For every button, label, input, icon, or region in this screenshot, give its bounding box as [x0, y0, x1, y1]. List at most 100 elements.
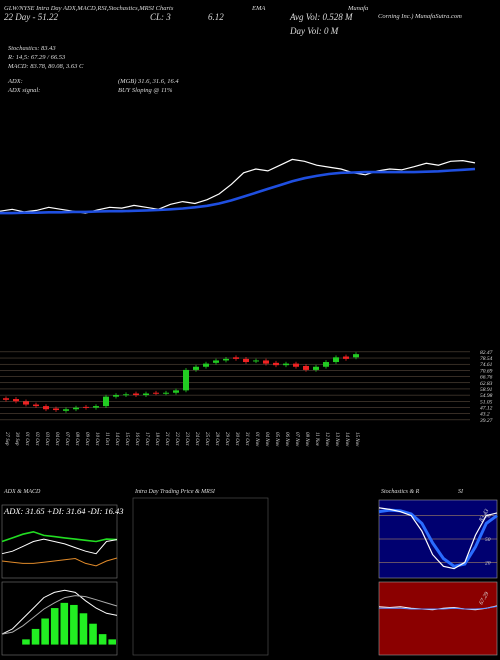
series-line	[1, 557, 118, 567]
x-tick-label: 24 Oct	[194, 432, 199, 446]
candle-body	[233, 357, 239, 359]
candle-body	[73, 407, 79, 410]
x-tick-label: 04 Nov	[264, 432, 269, 447]
y-tick-label: 82.47	[480, 349, 493, 356]
adx: ADX:	[7, 78, 23, 85]
y-tick-label: 78.54	[480, 355, 493, 362]
candle-body	[23, 401, 29, 405]
bar	[60, 602, 69, 645]
x-tick-label: 08 Nov	[304, 432, 309, 447]
panel-title: Stochastics & R	[381, 489, 420, 495]
panel-title: SI	[458, 489, 464, 495]
panel-title: Intra Day Trading Price & MRSI	[134, 489, 216, 495]
avg-vol: Avg Vol: 0.528 M	[289, 12, 353, 22]
x-tick-label: 12 Nov	[324, 432, 329, 447]
candle-body	[283, 363, 289, 366]
x-tick-label: 01 Oct	[24, 432, 29, 446]
panel-title: ADX & MACD	[3, 489, 41, 495]
bar	[31, 628, 40, 645]
x-tick-label: 16 Oct	[134, 432, 139, 446]
x-tick-label: 17 Oct	[144, 432, 149, 446]
x-tick-label: 06 Nov	[284, 432, 289, 447]
x-tick-label: 21 Oct	[164, 432, 169, 446]
bar	[108, 639, 116, 645]
candle-body	[313, 366, 319, 370]
header: GLW/NYSE Intra Day ADX,MACD,RSI,Stochast…	[4, 5, 462, 94]
adx-signal: ADX signal:	[7, 87, 40, 94]
x-tick-label: 07 Nov	[294, 432, 299, 447]
x-tick-label: 13 Nov	[334, 432, 339, 447]
bar	[70, 604, 78, 645]
symbol: GLW/NYSE Intra Day ADX,MACD,RSI,Stochast…	[4, 5, 174, 12]
candle-body	[263, 360, 269, 364]
candle-body	[213, 360, 219, 363]
y-tick-label: 50	[485, 537, 491, 543]
x-tick-label: 30 Oct	[234, 432, 239, 446]
bar	[98, 634, 107, 645]
bar	[89, 623, 97, 645]
candle-body	[103, 396, 109, 407]
x-tick-label: 31 Oct	[244, 432, 249, 446]
x-tick-label: 03 Oct	[44, 432, 49, 446]
y-tick-label: 39.27	[479, 418, 493, 424]
candle-body	[253, 360, 259, 362]
x-tick-label: 15 Oct	[124, 432, 129, 446]
x-tick-label: 05 Nov	[274, 432, 279, 447]
series-line	[1, 538, 118, 555]
y-tick-label: 20	[485, 560, 491, 566]
annotation: ADX: 31.65 +DI: 31.64 -DI: 16.43	[3, 506, 124, 516]
series-line	[379, 605, 498, 610]
candle-body	[53, 408, 59, 411]
candle-body	[243, 358, 249, 363]
candle-body	[333, 357, 339, 363]
price: 6.12	[208, 12, 224, 22]
candle-body	[153, 392, 159, 394]
bar	[22, 639, 30, 645]
candle-body	[93, 406, 99, 408]
candle-body	[353, 354, 359, 358]
panel-background	[378, 581, 498, 656]
x-tick-label: 25 Oct	[204, 432, 209, 446]
candle-body	[123, 394, 129, 396]
candle-body	[323, 362, 329, 367]
series-line	[0, 158, 476, 214]
x-tick-label: 15 Nov	[354, 432, 359, 447]
candle-body	[183, 369, 189, 391]
candle-body	[343, 356, 349, 359]
x-tick-label: 29 Oct	[224, 432, 229, 446]
candle-body	[83, 406, 89, 408]
x-tick-label: 22 Oct	[174, 432, 179, 446]
range: 22 Day - 51.22	[4, 12, 58, 22]
candle-body	[113, 395, 119, 397]
candle-body	[43, 406, 49, 410]
series-line	[1, 530, 118, 543]
rsi: R: 14,5: 67.29 / 66.53	[7, 54, 66, 61]
y-tick-label: 66.76	[480, 375, 493, 381]
x-tick-label: 14 Oct	[114, 432, 119, 446]
x-tick-label: 18 Oct	[154, 432, 159, 446]
x-tick-label: 11 Nov	[314, 432, 319, 447]
candle-body	[13, 399, 19, 402]
macd: MACD: 83.78, 80.08, 3.63 C	[7, 63, 84, 70]
stochastics: Stochastics: 83.43	[8, 45, 56, 52]
day-vol: Day Vol: 0 M	[289, 26, 339, 36]
x-tick-label: 30 Sep	[14, 432, 19, 446]
y-tick-label: 74.61	[480, 361, 493, 368]
candle-body	[133, 393, 139, 396]
x-tick-label: 02 Oct	[34, 432, 39, 446]
annotation: 67.29	[479, 591, 491, 606]
y-tick-label: 51.05	[480, 399, 493, 405]
x-tick-label: 04 Oct	[54, 432, 59, 446]
company: Corning Inc.) MunafaSutra.com	[378, 13, 462, 20]
candle-body	[3, 398, 9, 400]
candle-body	[203, 363, 209, 367]
y-tick-label: 58.91	[480, 387, 493, 393]
x-tick-label: 01 Nov	[254, 432, 259, 447]
candle-body	[193, 366, 199, 370]
x-tick-label: 23 Oct	[184, 432, 189, 446]
panel-border	[1, 581, 118, 656]
x-tick-label: 08 Oct	[74, 432, 79, 446]
x-tick-label: 11 Oct	[104, 432, 109, 446]
ema: EMA	[251, 5, 265, 12]
